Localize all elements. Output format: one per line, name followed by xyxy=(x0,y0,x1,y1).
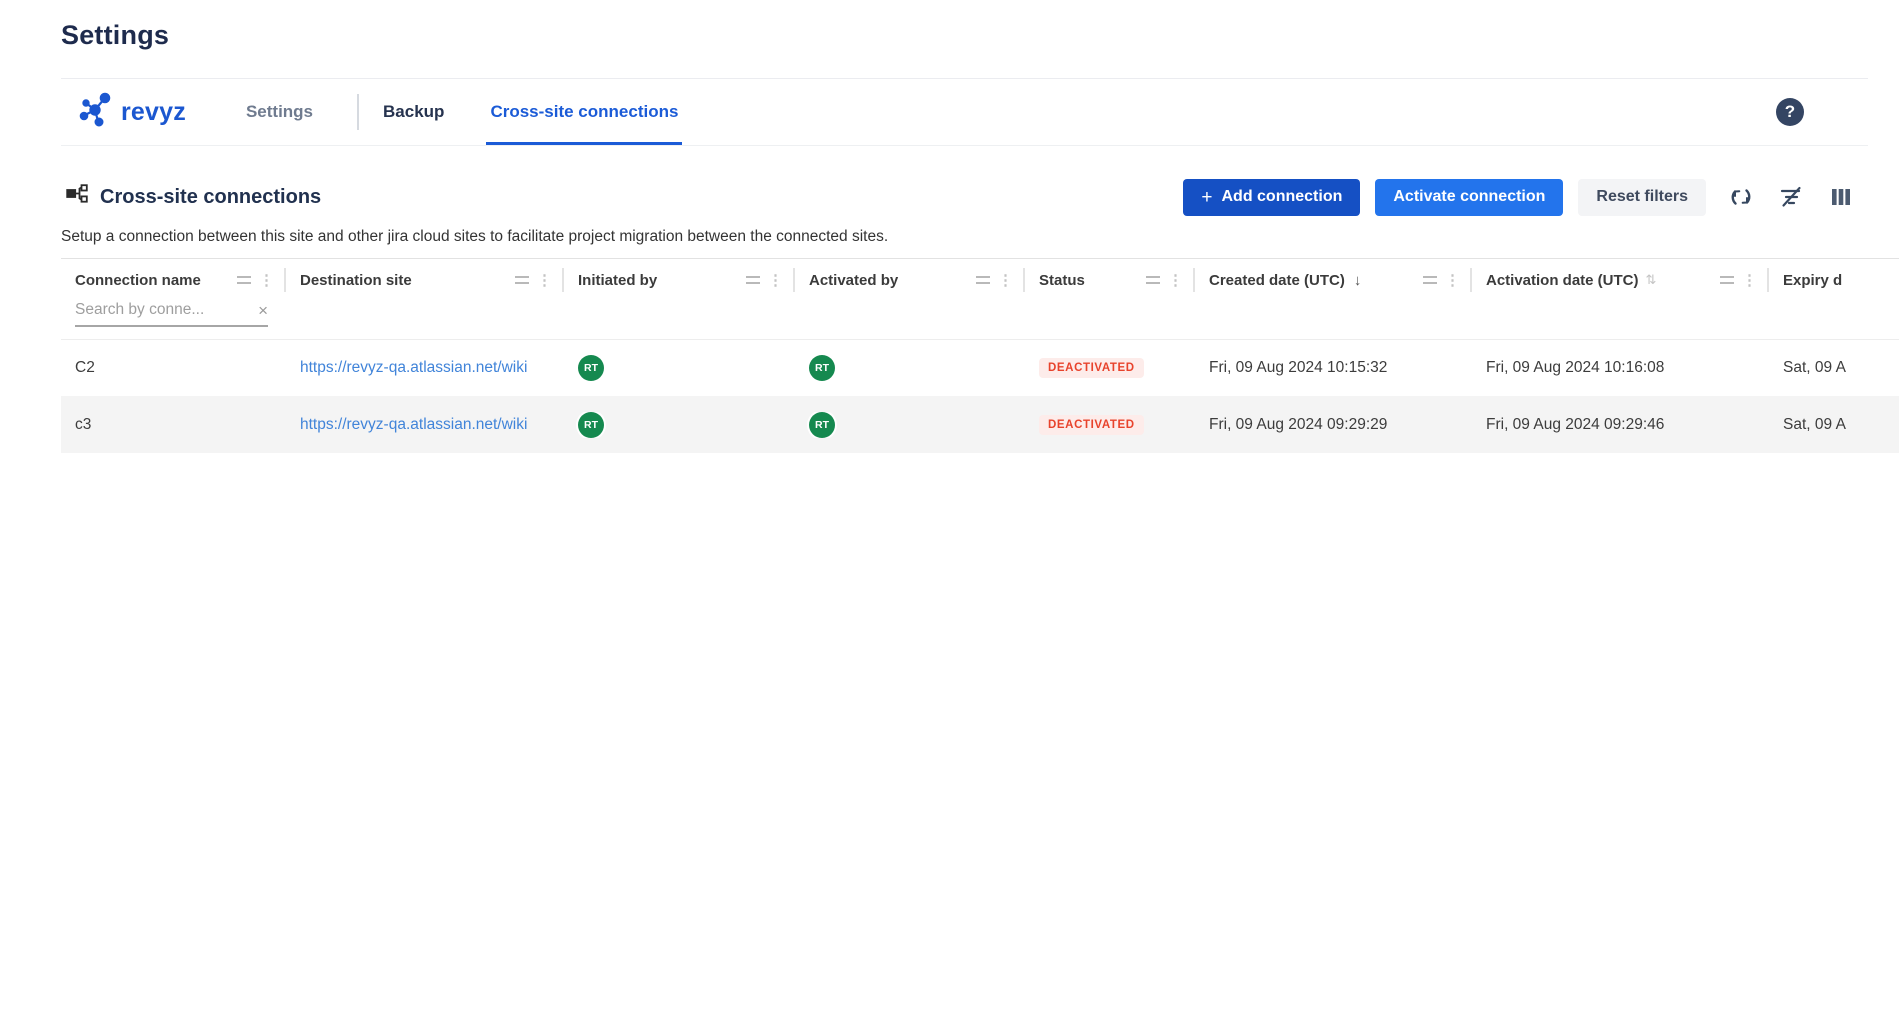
filter-icon[interactable] xyxy=(515,276,529,284)
status-badge: DEACTIVATED xyxy=(1039,358,1144,378)
revyz-brand: revyz xyxy=(79,91,186,134)
section-title: Cross-site connections xyxy=(100,185,322,208)
sort-toggle-icon[interactable]: ⇅ xyxy=(1645,272,1657,287)
filter-icon[interactable] xyxy=(1423,276,1437,284)
col-header-created-date[interactable]: Created date (UTC) ↓ ⋮ xyxy=(1195,259,1472,301)
col-header-activation-date[interactable]: Activation date (UTC) ⇅ ⋮ xyxy=(1472,259,1769,301)
table-row[interactable]: c3 https://revyz-qa.atlassian.net/wiki R… xyxy=(61,396,1899,453)
filter-icon[interactable] xyxy=(746,276,760,284)
connections-toolbar: Cross-site connections + Add connection … xyxy=(61,178,1855,216)
column-menu-icon[interactable]: ⋮ xyxy=(1168,271,1183,289)
brand-name: revyz xyxy=(121,97,186,126)
column-menu-icon[interactable]: ⋮ xyxy=(1445,271,1460,289)
add-connection-label: Add connection xyxy=(1221,188,1343,205)
page-title: Settings xyxy=(61,20,170,50)
destination-site-link[interactable]: https://revyz-qa.atlassian.net/wiki xyxy=(300,359,528,376)
plus-icon: + xyxy=(1201,186,1213,208)
col-header-status[interactable]: Status ⋮ xyxy=(1025,259,1195,301)
add-connection-button[interactable]: + Add connection xyxy=(1183,178,1361,216)
table-header-row: Connection name ⋮ Destination site ⋮ Ini… xyxy=(61,259,1899,301)
revyz-logo-icon xyxy=(79,91,115,134)
tab-separator xyxy=(357,94,360,130)
column-menu-icon[interactable]: ⋮ xyxy=(537,271,552,289)
section-description: Setup a connection between this site and… xyxy=(61,228,889,245)
column-menu-icon[interactable]: ⋮ xyxy=(1742,271,1757,289)
connection-name-cell: c3 xyxy=(75,415,92,433)
refresh-icon[interactable] xyxy=(1726,182,1756,212)
connection-name-search: × xyxy=(75,301,268,327)
activated-by-avatar[interactable]: RT xyxy=(809,411,835,438)
col-header-activated-by[interactable]: Activated by ⋮ xyxy=(795,259,1025,301)
section-heading: Cross-site connections xyxy=(66,183,322,211)
help-icon[interactable]: ? xyxy=(1776,98,1804,126)
initiated-by-avatar[interactable]: RT xyxy=(578,411,604,438)
filter-icon[interactable] xyxy=(976,276,990,284)
connection-name-cell: C2 xyxy=(75,359,95,376)
table-row[interactable]: C2 https://revyz-qa.atlassian.net/wiki R… xyxy=(61,339,1899,396)
filter-icon[interactable] xyxy=(1720,276,1734,284)
col-header-connection-name[interactable]: Connection name ⋮ xyxy=(61,259,286,301)
sitemap-icon xyxy=(66,183,88,211)
search-input[interactable] xyxy=(75,301,225,319)
tab-cross-site-connections[interactable]: Cross-site connections xyxy=(486,79,683,145)
col-header-destination-site[interactable]: Destination site ⋮ xyxy=(286,259,564,301)
expiry-date-cell: Sat, 09 A xyxy=(1783,359,1846,376)
toolbar-actions: + Add connection Activate connection Res… xyxy=(1183,178,1855,216)
table-filter-row: × xyxy=(61,301,1899,339)
reset-filters-button[interactable]: Reset filters xyxy=(1578,178,1706,216)
connections-table: Connection name ⋮ Destination site ⋮ Ini… xyxy=(61,258,1899,453)
sort-descending-icon[interactable]: ↓ xyxy=(1353,271,1362,289)
tab-settings[interactable]: Settings xyxy=(245,102,314,121)
expiry-date-cell: Sat, 09 A xyxy=(1783,415,1846,433)
col-header-expiry-date[interactable]: Expiry d xyxy=(1783,271,1843,289)
column-menu-icon[interactable]: ⋮ xyxy=(259,271,274,289)
column-menu-icon[interactable]: ⋮ xyxy=(998,271,1013,289)
created-date-cell: Fri, 09 Aug 2024 09:29:29 xyxy=(1209,415,1388,433)
columns-icon[interactable] xyxy=(1827,183,1855,211)
filter-off-icon[interactable] xyxy=(1776,182,1807,212)
clear-search-icon[interactable]: × xyxy=(258,300,268,320)
title-divider xyxy=(61,78,1868,79)
filter-icon[interactable] xyxy=(1146,276,1160,284)
activated-by-avatar[interactable]: RT xyxy=(809,355,835,381)
destination-site-link[interactable]: https://revyz-qa.atlassian.net/wiki xyxy=(300,415,528,433)
activation-date-cell: Fri, 09 Aug 2024 10:16:08 xyxy=(1486,359,1665,376)
column-menu-icon[interactable]: ⋮ xyxy=(768,271,783,289)
status-badge: DEACTIVATED xyxy=(1039,414,1144,435)
nav-tabs: Settings Backup Cross-site connections xyxy=(242,79,683,145)
tab-backup[interactable]: Backup xyxy=(383,102,445,121)
activate-connection-button[interactable]: Activate connection xyxy=(1375,178,1564,216)
app-tabbar: revyz Settings Backup Cross-site connect… xyxy=(61,79,1868,146)
filter-icon[interactable] xyxy=(237,276,251,284)
initiated-by-avatar[interactable]: RT xyxy=(578,355,604,381)
activation-date-cell: Fri, 09 Aug 2024 09:29:46 xyxy=(1486,415,1665,433)
col-header-initiated-by[interactable]: Initiated by ⋮ xyxy=(564,259,795,301)
created-date-cell: Fri, 09 Aug 2024 10:15:32 xyxy=(1209,359,1388,376)
